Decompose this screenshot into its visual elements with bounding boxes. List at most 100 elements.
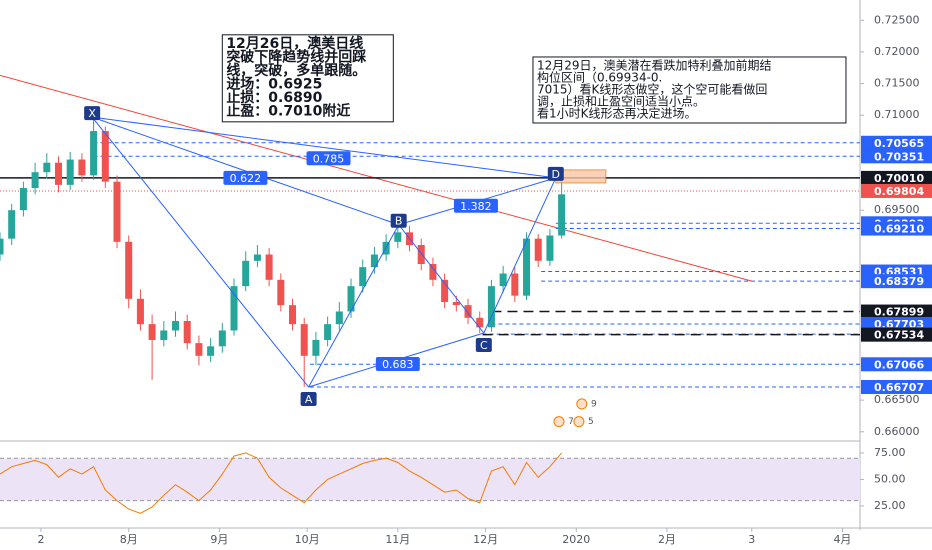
pattern-leg: [483, 177, 557, 334]
marker-icon: [573, 416, 585, 428]
candle-body: [183, 320, 191, 344]
candle-body: [113, 181, 121, 242]
candle-body: [370, 254, 378, 268]
price-label-box: [861, 274, 932, 289]
candle-body: [148, 324, 156, 340]
pattern-point-box: [475, 338, 492, 353]
pattern-point-box: [547, 166, 564, 181]
y-tick-label: 0.69500: [874, 203, 920, 216]
candle-body: [172, 320, 180, 331]
candle-body: [125, 241, 133, 299]
annotation-line: 12月26日，澳美日线: [226, 35, 363, 52]
candle-body: [0, 238, 4, 255]
annotation-line: 止盈：0.7010附近: [226, 102, 350, 119]
candle-body: [31, 172, 39, 189]
candle-body: [8, 210, 16, 239]
candle-body: [78, 159, 86, 176]
candle-body: [464, 305, 472, 318]
y-tick-label: 0.66500: [874, 393, 920, 406]
rsi-line: [0, 452, 562, 514]
annotation-box: [532, 56, 847, 124]
ratio-label: 1.382: [460, 200, 492, 213]
candle-body: [90, 131, 98, 176]
y-tick-label: 0.71000: [874, 108, 920, 121]
x-tick-label: 3: [748, 533, 755, 546]
candle-body: [66, 159, 74, 185]
annotation-line: 突破下降趋势线并回踩: [226, 48, 366, 65]
rsi-band: [0, 458, 860, 501]
marker-label: 9: [591, 399, 597, 409]
candle-body: [230, 286, 238, 331]
candle-body: [19, 188, 27, 211]
candle-body: [136, 298, 144, 325]
annotation-line: 进场：0.6925: [226, 76, 322, 92]
candle-body: [43, 162, 51, 173]
candle-body: [534, 238, 542, 261]
candle-body: [511, 273, 519, 296]
candle-body: [195, 343, 203, 356]
y-tick-label: 0.72000: [874, 45, 920, 58]
x-tick-label: 2: [37, 533, 44, 546]
price-label: 0.69210: [874, 223, 924, 236]
candle-body: [312, 339, 320, 356]
annotation-line: 12月29日，澳美潜在看跌加特利叠加前期结: [537, 57, 772, 72]
candle-body: [429, 264, 437, 280]
price-label: 0.67066: [874, 358, 924, 371]
price-label: 0.67899: [874, 306, 924, 319]
candle-body: [300, 324, 308, 356]
price-label-box: [861, 304, 932, 319]
candle-body: [277, 279, 285, 306]
candle-body: [558, 194, 566, 236]
ratio-label: 0.622: [230, 172, 262, 185]
y-tick-label: 75.00: [874, 446, 906, 459]
candle-body: [324, 324, 332, 340]
y-tick-label: 0.66000: [874, 425, 920, 438]
x-tick-label: 9月: [210, 533, 228, 546]
candle-body: [487, 286, 495, 328]
x-tick-label: 12月: [473, 533, 498, 546]
candle-body: [160, 330, 168, 340]
y-tick-label: 0.72500: [874, 13, 920, 26]
ratio-box: [453, 198, 498, 213]
x-tick-label: 8月: [120, 533, 138, 546]
price-label: 0.70565: [874, 137, 924, 150]
pattern-leg: [308, 224, 400, 388]
price-label-box: [861, 327, 932, 342]
candle-body: [101, 131, 109, 182]
x-tick-label: 2020: [562, 533, 590, 546]
marker-icon: [553, 416, 565, 428]
price-label: 0.68379: [874, 275, 924, 288]
candle-body: [546, 235, 554, 261]
y-tick-label: 25.00: [874, 499, 906, 512]
candle-body: [242, 260, 250, 287]
pattern-point-label: X: [88, 107, 96, 120]
candle-body: [523, 238, 531, 296]
annotation-line: 线，突破，多单跟随。: [226, 62, 366, 79]
candle-body: [335, 311, 343, 325]
x-tick-label: 10月: [295, 533, 320, 546]
price-label: 0.69804: [874, 185, 924, 198]
ratio-box: [375, 357, 420, 372]
candle-body: [289, 305, 297, 325]
pattern-point-label: B: [395, 215, 403, 228]
x-tick-label: 4月: [833, 533, 851, 546]
annotation-box: [221, 34, 394, 123]
pattern-point-box: [300, 392, 317, 407]
candle-body: [476, 317, 484, 328]
price-label: 0.70351: [874, 150, 924, 163]
marker-label: 7: [568, 417, 574, 427]
candle-body: [359, 267, 367, 287]
candle-body: [417, 245, 425, 264]
price-label-box: [861, 357, 932, 372]
x-tick-label: 2月: [658, 533, 676, 546]
candle-body: [218, 330, 226, 347]
candle-body: [441, 279, 449, 302]
ratio-box: [223, 170, 268, 185]
pattern-leg: [398, 224, 485, 334]
candle-body: [452, 301, 460, 306]
pattern-leg: [91, 116, 309, 388]
marker-icon: [576, 398, 588, 410]
pattern-point-label: C: [480, 339, 488, 352]
ratio-label: 0.785: [313, 152, 345, 165]
candle-body: [253, 254, 261, 261]
